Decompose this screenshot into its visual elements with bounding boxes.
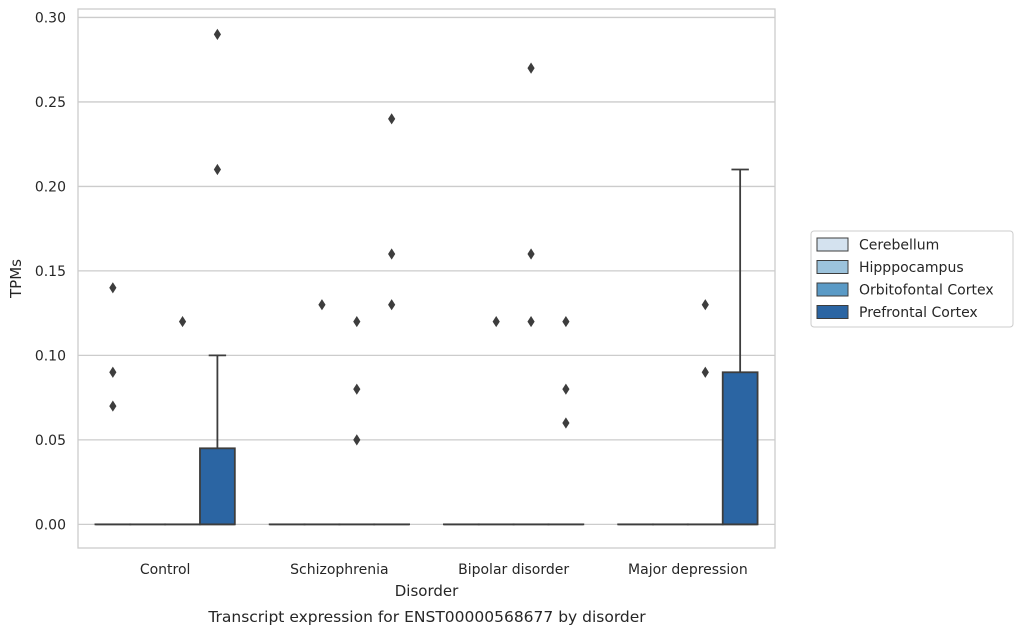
outlier-point	[213, 163, 221, 176]
outlier-point	[562, 315, 570, 328]
box-0-2	[164, 315, 201, 526]
y-tick-labels: 0.00 0.05 0.10 0.15 0.20 0.25 0.30	[35, 10, 66, 533]
legend-label: Cerebellum	[859, 238, 939, 254]
outlier-point	[527, 248, 535, 260]
y-tick-label: 0.05	[35, 433, 66, 449]
x-tick-label: Schizophrenia	[290, 562, 388, 578]
box-2-1	[477, 315, 515, 526]
x-tick-label: Major depression	[628, 562, 748, 578]
box-1-2	[338, 315, 376, 526]
outlier-point	[562, 417, 570, 429]
box-1-1	[303, 299, 341, 526]
y-tick-label: 0.20	[35, 179, 66, 195]
legend-label: Orbitofontal Cortex	[859, 283, 994, 299]
y-axis-label: TPMs	[7, 259, 25, 299]
outlier-point	[353, 434, 361, 446]
outlier-point	[527, 315, 535, 328]
box-rect	[721, 371, 759, 526]
y-gridlines	[78, 16, 775, 525]
box-0-3	[199, 28, 236, 526]
outlier-point	[492, 315, 500, 328]
legend: Cerebellum Hipppocampus Orbitofontal Corte…	[810, 230, 1014, 328]
outlier-point	[109, 366, 117, 378]
y-tick-label: 0.00	[35, 517, 66, 533]
legend-label: Prefrontal Cortex	[859, 305, 978, 321]
outlier-point	[388, 113, 396, 125]
legend-swatch	[816, 282, 849, 297]
legend-frame	[810, 230, 1014, 328]
box-3-3	[721, 168, 759, 526]
box-1-3	[373, 113, 410, 526]
x-tick-labels: Control Schizophrenia Bipolar disorder Majo…	[140, 562, 748, 578]
legend-swatch	[816, 260, 849, 274]
legend-label: Hipppocampus	[859, 260, 964, 276]
box-2-3	[547, 315, 585, 526]
y-tick-label: 0.25	[35, 95, 66, 111]
legend-item: Orbitofontal Cortex	[816, 282, 994, 299]
outlier-point	[353, 383, 361, 395]
outlier-point	[388, 248, 396, 260]
chart-caption: Transcript expression for ENST0000056867…	[207, 608, 646, 626]
outlier-point	[213, 28, 221, 40]
box-3-2	[686, 299, 724, 526]
box-0-0	[94, 282, 132, 526]
legend-item: Hipppocampus	[816, 260, 964, 276]
outlier-point	[701, 299, 709, 311]
plot-frame	[77, 8, 776, 549]
outlier-point	[109, 400, 117, 412]
outlier-point	[388, 299, 396, 311]
y-tick-label: 0.10	[35, 348, 66, 364]
box-2-2	[512, 62, 550, 526]
outlier-point	[318, 299, 326, 311]
box-rect	[199, 447, 236, 526]
outlier-point	[562, 383, 570, 395]
y-tick-label: 0.30	[35, 10, 66, 26]
outlier-point	[109, 282, 117, 294]
x-axis-label: Disorder	[395, 582, 459, 600]
legend-item: Cerebellum	[816, 237, 939, 254]
outlier-point	[527, 62, 535, 74]
outlier-point	[701, 366, 709, 378]
outlier-point	[178, 315, 187, 328]
legend-item: Prefrontal Cortex	[816, 305, 978, 321]
outlier-point	[353, 315, 361, 328]
x-tick-label: Control	[140, 562, 191, 578]
legend-swatch	[816, 237, 849, 252]
x-tick-label: Bipolar disorder	[458, 562, 569, 578]
y-tick-label: 0.15	[35, 264, 66, 280]
box-elements	[94, 28, 759, 526]
legend-swatch	[816, 305, 849, 319]
